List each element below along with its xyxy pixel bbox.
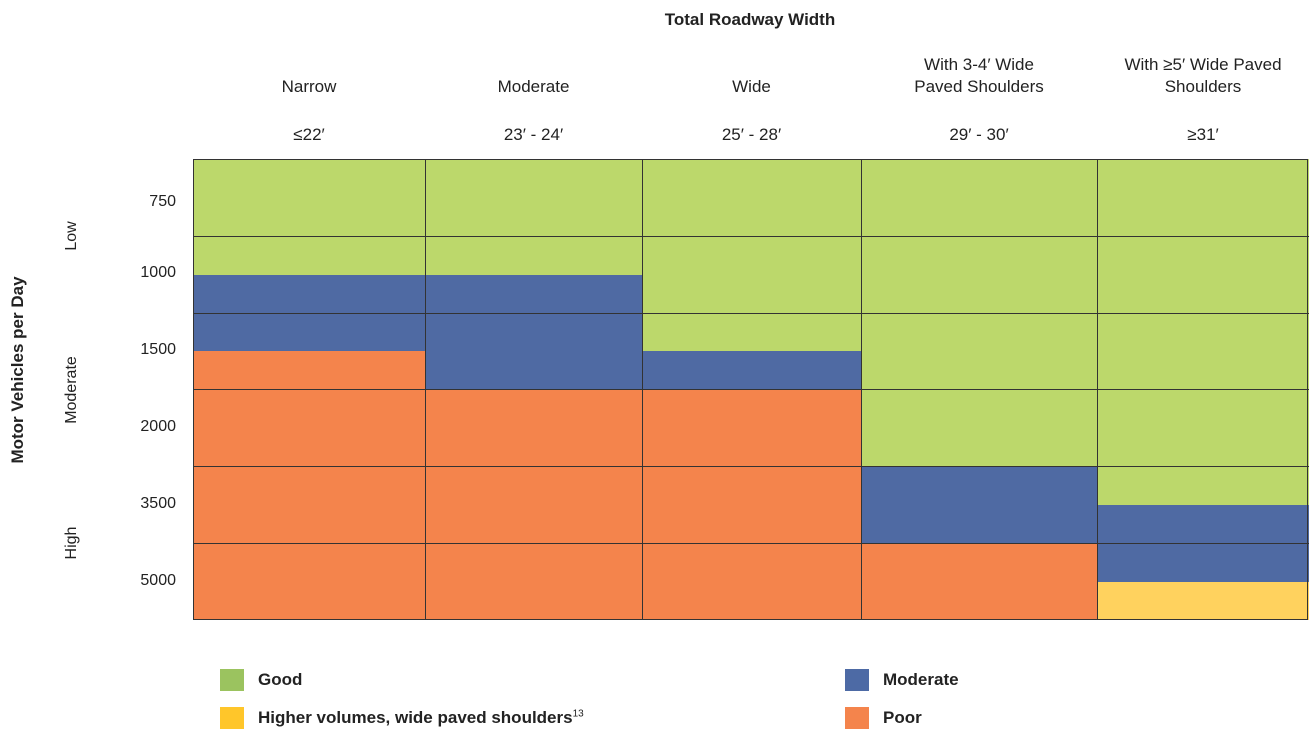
legend-swatch [845, 707, 869, 729]
cell-poor [193, 351, 425, 620]
legend-label: Higher volumes, wide paved shoulders [258, 708, 573, 727]
cell-good [1097, 159, 1309, 505]
grid-lines [193, 159, 1309, 620]
row-label: 1500 [140, 341, 176, 359]
column-width: 25′ - 28′ [721, 125, 782, 144]
cell-good [193, 159, 425, 275]
row-label: 1000 [140, 264, 176, 282]
cell-poor [425, 389, 642, 620]
legend-swatch [220, 707, 244, 729]
column-label: Shoulders [1164, 77, 1242, 96]
column-label: Moderate [497, 77, 570, 96]
column-width: 23′ - 24′ [503, 125, 564, 144]
level-label: Moderate [63, 355, 80, 424]
cells [193, 159, 1309, 620]
row-label: 2000 [140, 417, 176, 435]
cell-poor [642, 389, 861, 620]
cell-poor [861, 543, 1097, 620]
cell-good [425, 159, 642, 275]
footnote: 13 [572, 708, 584, 720]
y-axis-title: Motor Vehicles per Day [8, 276, 27, 464]
legend-label: Moderate [883, 670, 959, 689]
column-width: ≤22′ [293, 125, 325, 144]
column-label: Wide [732, 77, 771, 96]
legend-label: Good [258, 670, 303, 689]
column-label: Narrow [281, 77, 337, 96]
legend-swatch [845, 669, 869, 691]
cell-moderate [425, 275, 642, 389]
column-label: With 3-4′ Wide [924, 55, 1034, 74]
row-label: 3500 [140, 494, 176, 512]
column-label: Paved Shoulders [914, 77, 1044, 96]
level-label: Low [63, 221, 80, 251]
column-width: ≥31′ [1187, 125, 1219, 144]
cell-good [861, 159, 1097, 466]
legend-item: Higher volumes, wide paved shoulders13 [258, 708, 584, 728]
cell-moderate [861, 466, 1097, 543]
row-label: 5000 [140, 571, 176, 589]
cell-moderate [642, 351, 861, 389]
cell-good [642, 159, 861, 351]
cell-higher [1097, 582, 1309, 620]
row-label: 750 [149, 193, 176, 211]
title: Total Roadway Width [664, 10, 836, 29]
legend-label: Poor [883, 708, 922, 727]
level-label: High [63, 526, 80, 560]
column-width: 29′ - 30′ [949, 125, 1009, 144]
legend-swatch [220, 669, 244, 691]
column-label: With ≥5′ Wide Paved [1124, 55, 1282, 74]
